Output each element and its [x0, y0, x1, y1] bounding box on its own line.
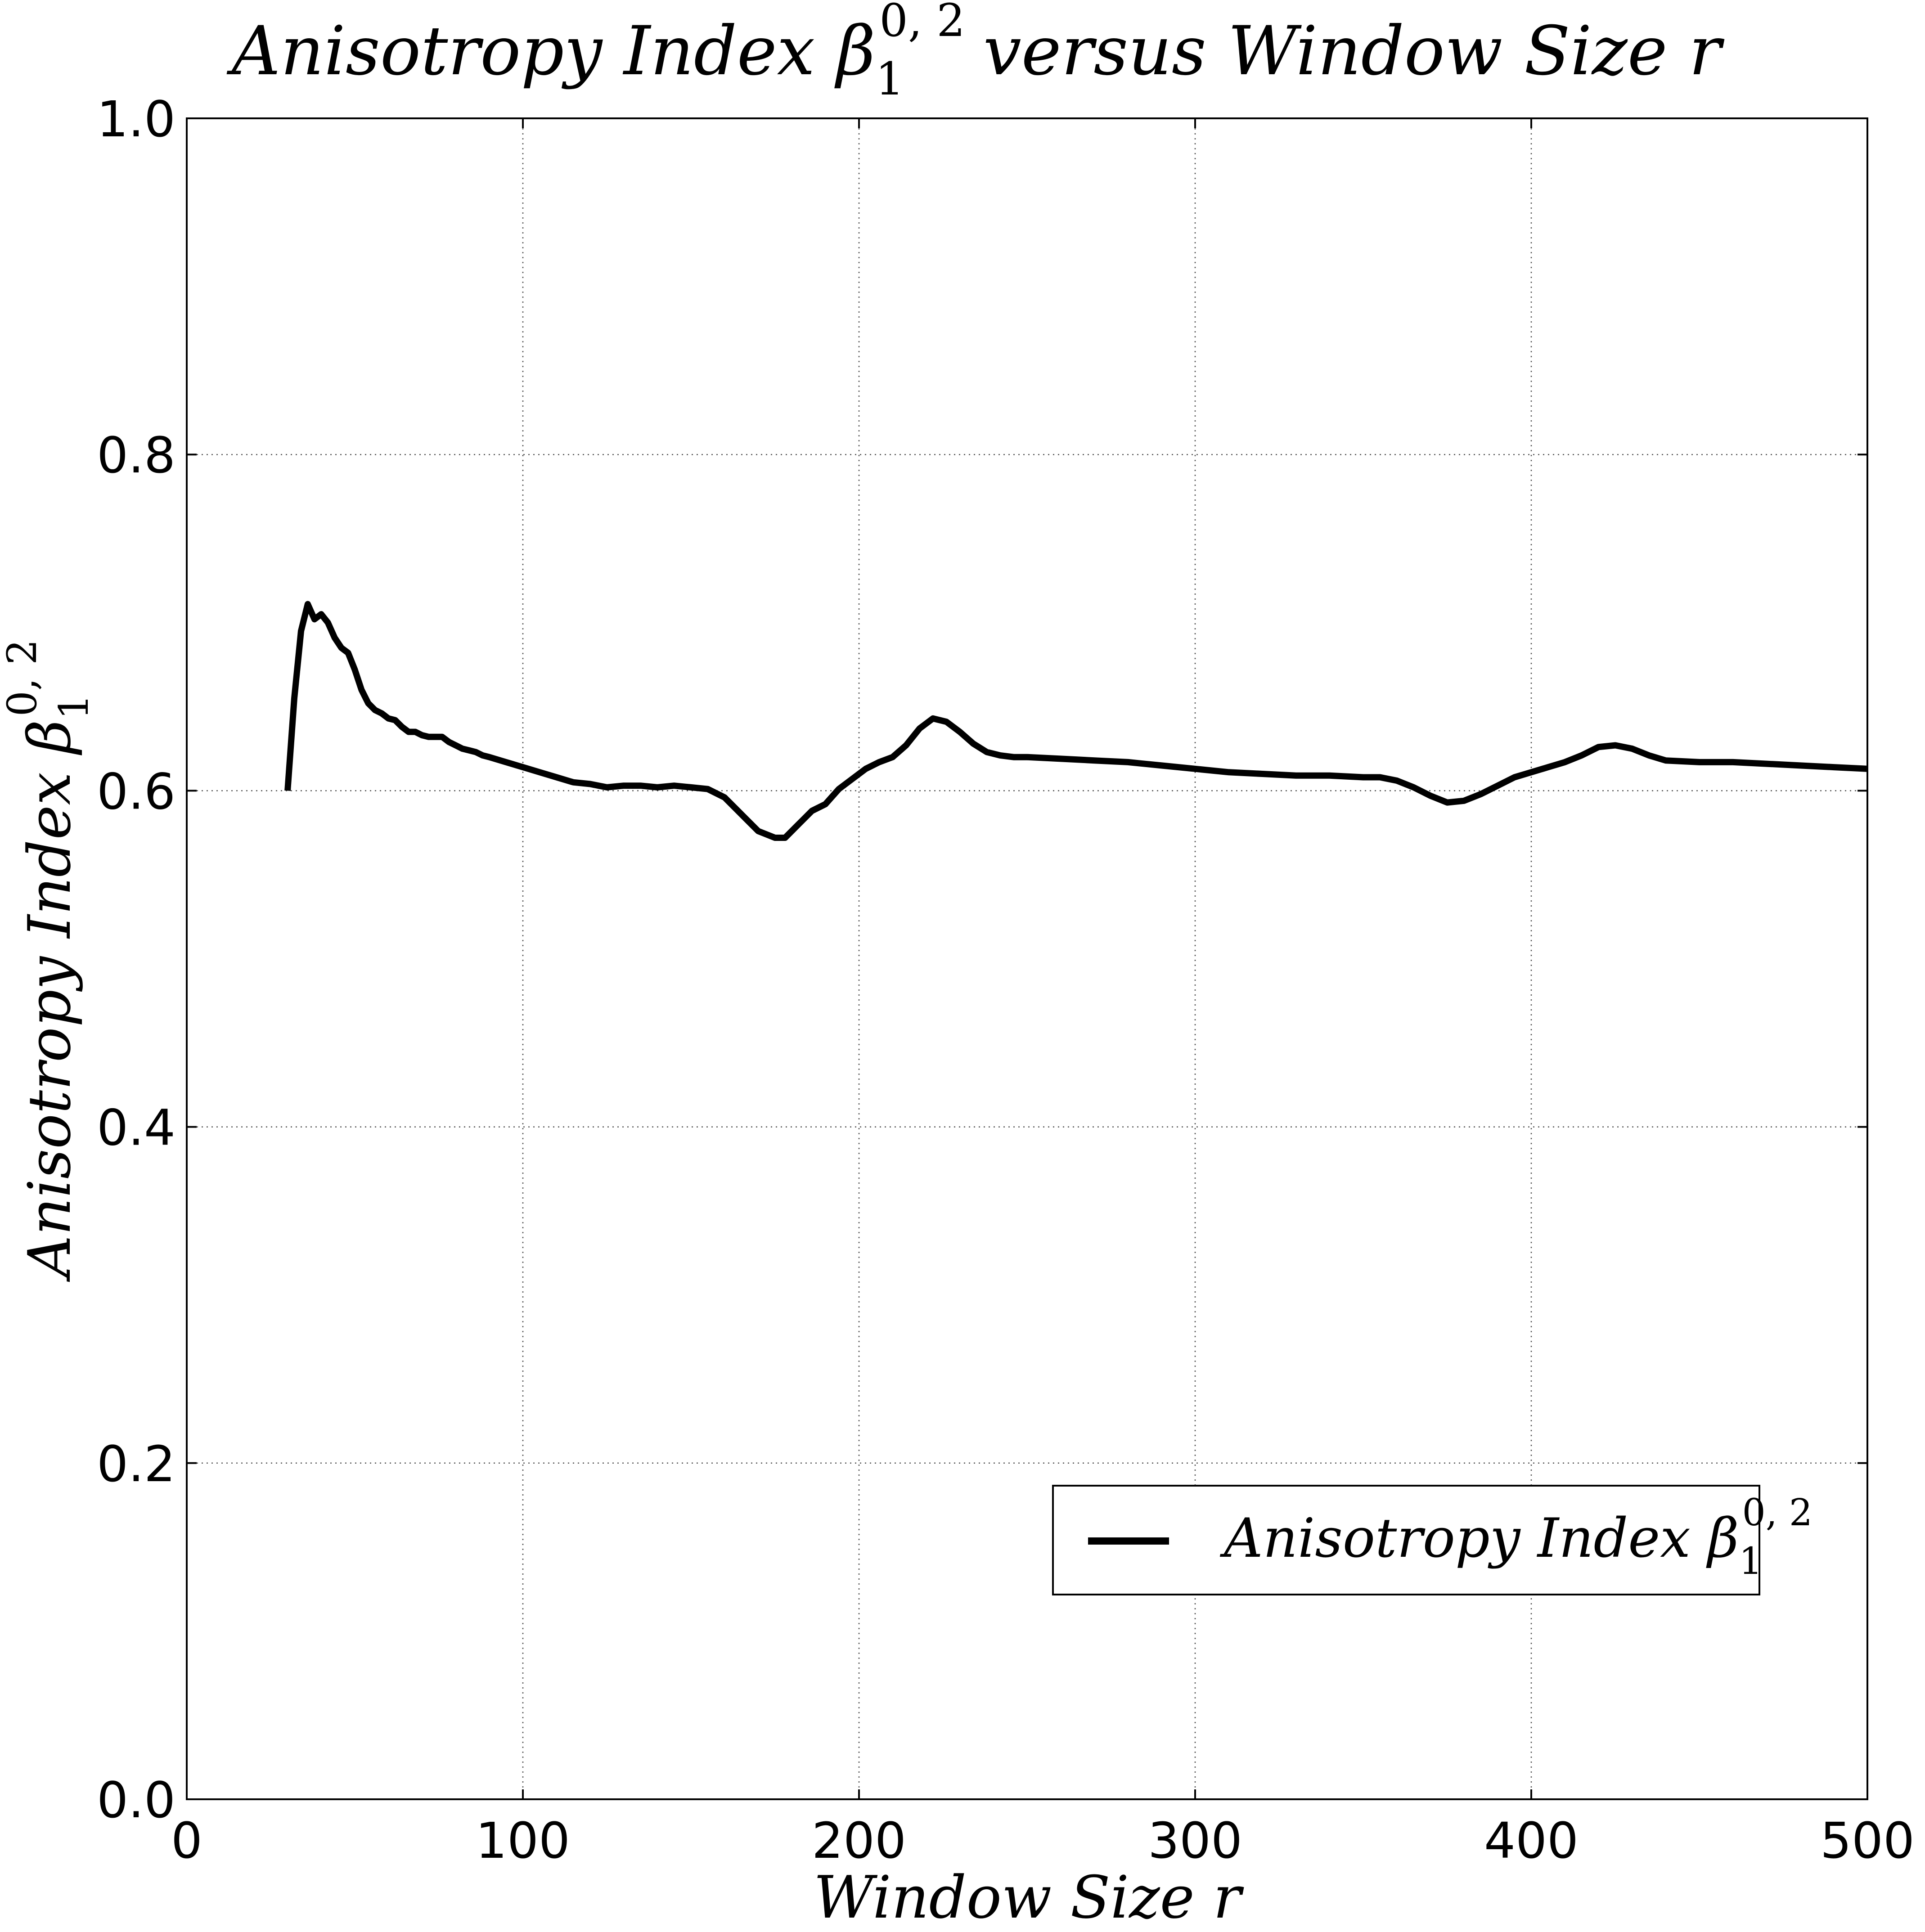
- y-axis-label-main: Anisotropy Index β: [15, 720, 84, 1282]
- x-tick-label: 100: [476, 1812, 570, 1869]
- y-tick-label: 0.2: [97, 1435, 175, 1493]
- chart-title: Anisotropy Index β1 0, 2 versus Window Siz…: [226, 0, 1725, 105]
- legend-label-superscript: 0, 2: [1742, 1492, 1813, 1534]
- x-tick-label: 500: [1820, 1812, 1915, 1869]
- chart-title-tail: versus Window Size r: [983, 12, 1725, 90]
- chart-title-main: Anisotropy Index β: [226, 12, 876, 90]
- series-line-0: [284, 601, 1868, 841]
- y-axis-label: Anisotropy Index β10, 2: [0, 639, 98, 1282]
- x-tick-label: 400: [1484, 1812, 1579, 1869]
- x-tick-label: 200: [812, 1812, 906, 1869]
- x-tick-label: 0: [171, 1812, 202, 1869]
- legend-box: [1052, 1485, 1760, 1595]
- y-tick-label: 1.0: [97, 90, 175, 148]
- legend-label-main: Anisotropy Index β: [1219, 1507, 1739, 1570]
- y-axis-label-subscript: 1: [50, 694, 98, 719]
- legend: Anisotropy Index β1 0, 2: [1052, 1485, 1813, 1595]
- legend-label: Anisotropy Index β1 0, 2: [1219, 1492, 1813, 1583]
- legend-label-subscript: 1: [1739, 1540, 1762, 1583]
- y-tick-label: 0.4: [97, 1099, 175, 1157]
- x-axis-label: Window Size r: [814, 1863, 1244, 1932]
- axis-ticks: 0 100 200 300 400 500 0.0 0.2 0.4 0.6 0.8 1.0: [97, 90, 1915, 1869]
- y-tick-label: 0.6: [97, 763, 175, 820]
- chart-title-subscript: 1: [876, 53, 904, 105]
- y-axis-label-superscript: 0, 2: [0, 639, 46, 717]
- series-layer: [284, 601, 1868, 841]
- chart-title-superscript: 0, 2: [879, 0, 965, 47]
- plot-frame: [186, 117, 1868, 1800]
- y-tick-label: 0.8: [97, 427, 175, 484]
- x-tick-label: 300: [1148, 1812, 1242, 1869]
- y-tick-label: 0.0: [97, 1771, 175, 1829]
